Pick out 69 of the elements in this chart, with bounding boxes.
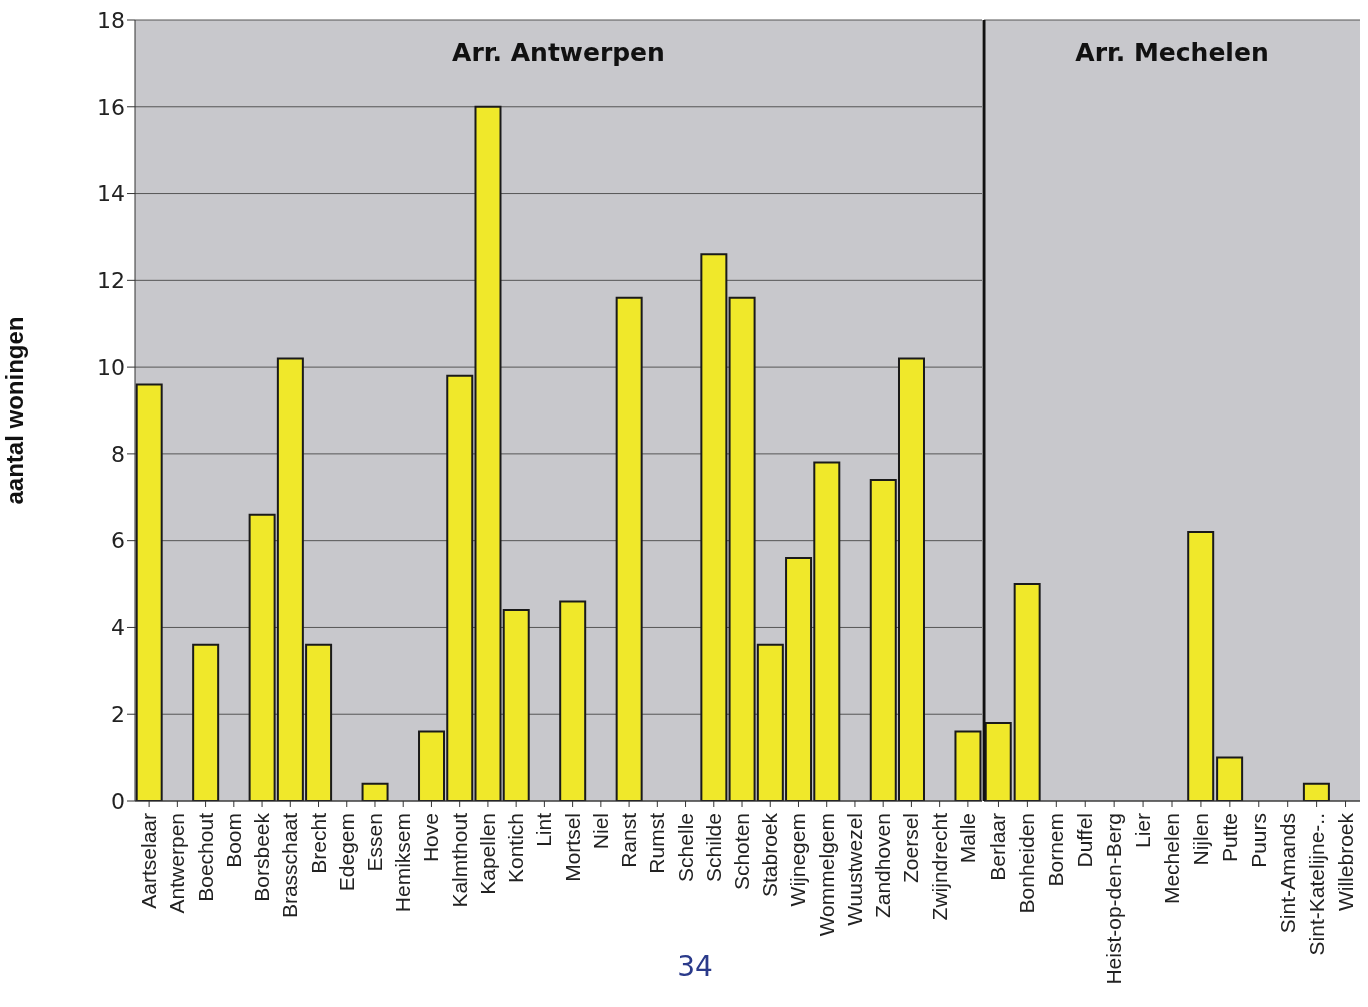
- x-tick-label: Malle: [955, 813, 979, 864]
- x-tick-label: Berlaar: [986, 813, 1010, 881]
- x-tick-label: Kontich: [504, 813, 528, 884]
- x-tick-label: Rumst: [645, 812, 669, 874]
- x-tick-label: Zandhoven: [871, 813, 895, 919]
- x-tick-label: Boechout: [193, 812, 217, 902]
- bar: [559, 600, 587, 801]
- bar: [615, 296, 643, 801]
- x-tick-label: Schoten: [730, 813, 754, 891]
- x-tick-label: Mortsel: [560, 813, 584, 882]
- bar: [954, 730, 982, 801]
- bar: [361, 782, 389, 801]
- x-tick-label: Niel: [588, 813, 612, 850]
- bar: [1302, 782, 1330, 801]
- x-tick-label: Zoersel: [899, 813, 923, 884]
- x-tick-label: Nijlen: [1188, 813, 1212, 866]
- y-axis-title: aantal woningen: [0, 316, 28, 505]
- x-tick-label: Bornem: [1044, 813, 1068, 887]
- bar: [1013, 583, 1041, 801]
- x-tick-label: Edegem: [334, 813, 358, 892]
- x-tick-label: Zwijndrecht: [927, 812, 951, 921]
- y-tick-label: 2: [111, 702, 125, 728]
- x-tick-label: Schelle: [673, 813, 697, 882]
- x-tick-label: Boom: [221, 813, 245, 868]
- x-tick-label: Kalmthout: [447, 812, 471, 908]
- x-tick-label: Antwerpen: [165, 813, 189, 914]
- x-tick-label: Kapellen: [475, 813, 499, 895]
- y-tick-label: 16: [97, 94, 125, 120]
- x-tick-label: Sint-Katelijne-..: [1304, 813, 1328, 956]
- x-tick-label: Hemiksem: [391, 813, 415, 913]
- x-tick-label: Duffel: [1073, 813, 1097, 868]
- bar: [192, 643, 220, 801]
- x-tick-label: Mechelen: [1160, 813, 1183, 905]
- x-tick-label: Wijnegem: [786, 813, 810, 907]
- y-tick-label: 0: [111, 788, 125, 814]
- x-tick-label: Aartselaar: [137, 813, 161, 909]
- bar: [1216, 756, 1244, 801]
- bar: [135, 383, 163, 801]
- x-tick-label: Schilde: [701, 813, 725, 882]
- y-tick-label: 12: [97, 268, 125, 294]
- bar: [502, 609, 530, 801]
- x-tick-label: Wommelgem: [814, 813, 838, 937]
- x-tick-label: Brasschaat: [278, 812, 302, 919]
- x-tick-label: Lint: [532, 812, 556, 847]
- x-tick-label: Borsbeek: [250, 812, 274, 902]
- x-tick-label: Ranst: [617, 812, 641, 868]
- y-tick-label: 10: [97, 354, 125, 380]
- x-tick-label: Putte: [1217, 813, 1241, 863]
- x-tick-label: Hove: [419, 813, 443, 863]
- y-tick-label: 14: [97, 181, 125, 207]
- bar: [700, 253, 728, 801]
- y-tick-label: 4: [111, 615, 125, 641]
- x-tick-label: Bonheiden: [1015, 813, 1039, 914]
- y-tick-label: 18: [97, 7, 125, 33]
- y-tick-label: 8: [111, 441, 125, 467]
- x-tick-label: Essen: [362, 813, 386, 872]
- text: Arr. Antwerpen: [451, 38, 666, 67]
- text: Arr. Mechelen: [1074, 38, 1270, 67]
- x-tick-label: Wuustwezel: [842, 813, 866, 926]
- x-tick-label: Brecht: [306, 812, 330, 874]
- x-tick-label: Stabroek: [758, 812, 782, 898]
- y-tick-label: 6: [111, 528, 125, 554]
- x-tick-label: Puurs: [1246, 813, 1270, 868]
- text: 34: [676, 950, 714, 983]
- x-tick-label: Heist-op-den-Berg: [1102, 813, 1126, 985]
- bar: [1187, 530, 1215, 801]
- x-tick-label: Willebroek: [1333, 812, 1357, 912]
- x-tick-label: Sint-Amands: [1275, 813, 1299, 934]
- x-tick-label: Lier: [1131, 813, 1155, 849]
